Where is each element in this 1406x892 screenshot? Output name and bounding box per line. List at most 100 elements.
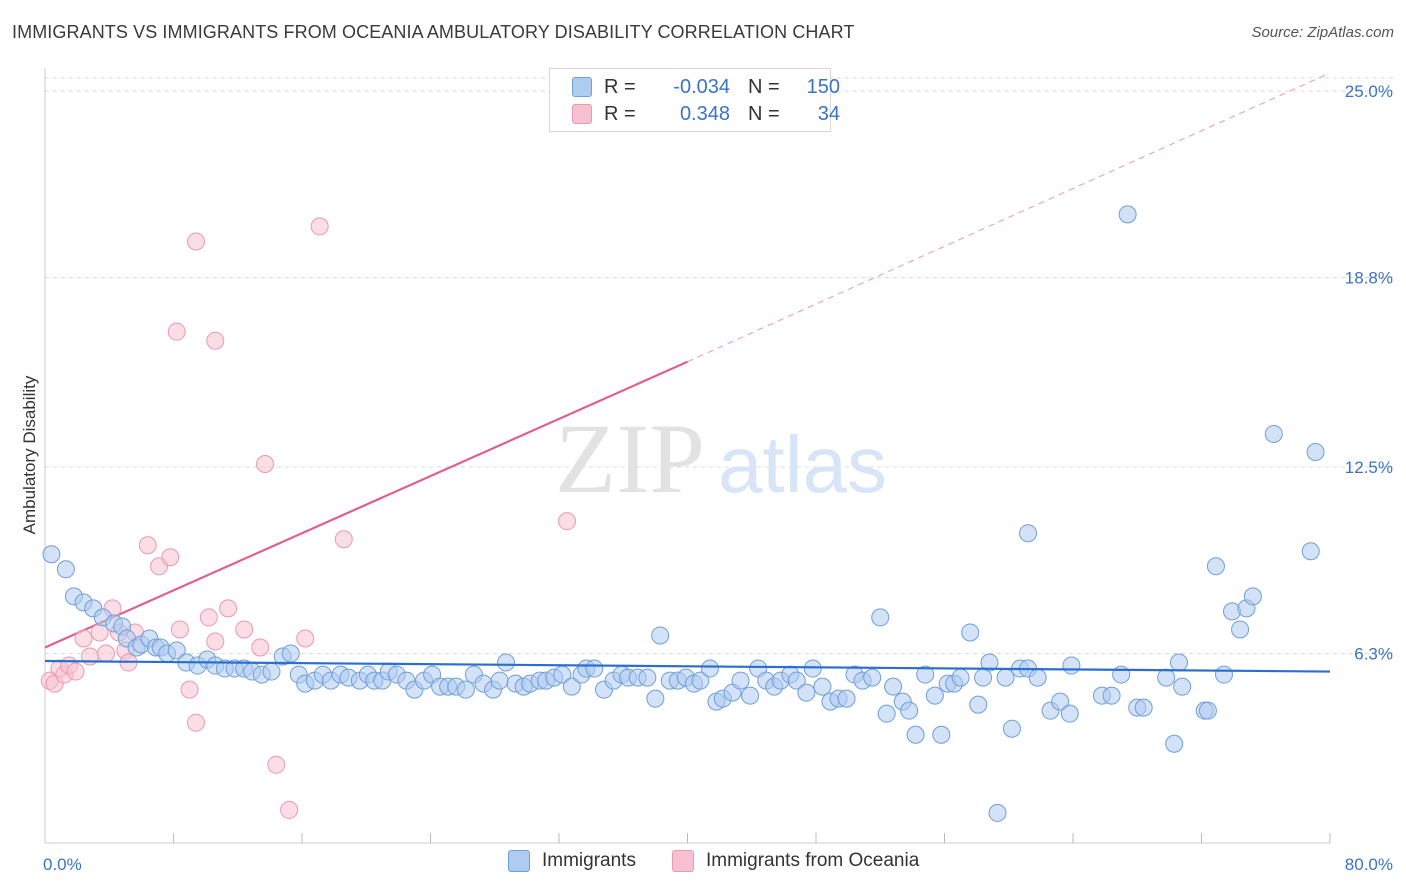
legend-n-value: 34 [817, 102, 840, 125]
point-oceania-17 [161, 548, 180, 567]
point-immigrants-77 [691, 671, 710, 690]
point-oceania-19 [180, 680, 199, 699]
point-immigrants-105 [916, 665, 935, 684]
legend-n-label: N = [748, 102, 780, 125]
chart-source: Source: ZipAtlas.com [1251, 24, 1394, 41]
trend-line-immigrants-solid [44, 659, 1331, 673]
point-immigrants-64 [585, 659, 604, 678]
point-immigrants-106 [925, 686, 944, 705]
point-oceania-27 [280, 800, 299, 819]
y-tick-label-0: 6.3% [1354, 645, 1393, 664]
point-immigrants-92 [813, 677, 832, 696]
y-tick-label-2: 18.8% [1345, 269, 1393, 288]
legend-n-label: N = [748, 75, 780, 98]
point-immigrants-71 [646, 689, 665, 708]
point-oceania-5 [66, 662, 85, 681]
point-immigrants-137 [1214, 665, 1233, 684]
point-immigrants-126 [1102, 686, 1121, 705]
legend-r-label: R = [604, 75, 636, 98]
point-oceania-25 [251, 638, 270, 657]
point-immigrants-112 [969, 695, 988, 714]
point-immigrants-89 [787, 671, 806, 690]
legend-item-oceania: Immigrants from Oceania [672, 850, 919, 872]
legend-swatch-oceania [672, 850, 694, 872]
point-immigrants-114 [980, 653, 999, 672]
point-immigrants-145 [1118, 205, 1137, 224]
y-tick-label-3: 25.0% [1345, 82, 1393, 101]
point-immigrants-48 [456, 680, 475, 699]
point-immigrants-90 [797, 683, 816, 702]
point-immigrants-82 [731, 671, 750, 690]
point-immigrants-132 [1170, 653, 1189, 672]
point-oceania-24 [235, 620, 254, 639]
y-tick-labels: 6.3% 12.5% 18.8% 25.0% [1345, 82, 1393, 663]
point-immigrants-104 [906, 725, 925, 744]
watermark-atlas: atlas [718, 420, 887, 509]
point-oceania-23 [219, 599, 238, 618]
point-immigrants-99 [871, 608, 890, 627]
point-immigrants-138 [1223, 602, 1242, 621]
point-immigrants-98 [863, 668, 882, 687]
point-immigrants-91 [803, 659, 822, 678]
point-immigrants-136 [1206, 557, 1225, 576]
point-oceania-21 [199, 608, 218, 627]
point-oceania-35 [558, 512, 577, 531]
point-immigrants-27 [281, 644, 300, 663]
point-immigrants-0 [42, 545, 61, 564]
point-immigrants-130 [1157, 668, 1176, 687]
point-immigrants-1 [56, 560, 75, 579]
point-immigrants-25 [262, 662, 281, 681]
point-immigrants-111 [961, 623, 980, 642]
watermark-zip: ZIP [555, 403, 705, 514]
legend-label-oceania: Immigrants from Oceania [706, 850, 920, 871]
legend-r-value: 0.348 [679, 102, 730, 125]
y-axis-label: Ambulatory Disability [20, 375, 39, 534]
point-oceania-6 [74, 629, 93, 648]
point-immigrants-52 [490, 671, 509, 690]
x-tick-label-min: 0.0% [43, 855, 82, 874]
point-oceania-26 [267, 755, 286, 774]
point-immigrants-78 [700, 659, 719, 678]
point-immigrants-120 [1028, 668, 1047, 687]
trend-line-oceania-dashed [687, 72, 1331, 363]
point-immigrants-115 [988, 803, 1007, 822]
legend-row-oceania: R = 0.348 N = 34 [572, 101, 840, 127]
point-oceania-30 [186, 232, 205, 251]
point-oceania-29 [310, 217, 329, 236]
point-oceania-8 [90, 623, 109, 642]
point-immigrants-127 [1112, 665, 1131, 684]
points-immigrants [42, 205, 1325, 822]
point-oceania-22 [206, 632, 225, 651]
legend-item-immigrants: Immigrants [508, 850, 636, 872]
legend-r-label: R = [604, 102, 636, 125]
point-immigrants-107 [932, 725, 951, 744]
point-immigrants-83 [741, 686, 760, 705]
point-immigrants-122 [1051, 692, 1070, 711]
point-immigrants-100 [877, 704, 896, 723]
point-oceania-28 [296, 629, 315, 648]
point-immigrants-129 [1134, 698, 1153, 717]
point-oceania-31 [167, 322, 186, 341]
point-immigrants-123 [1060, 704, 1079, 723]
point-immigrants-113 [974, 668, 993, 687]
point-immigrants-95 [837, 689, 856, 708]
point-immigrants-143 [1301, 542, 1320, 561]
point-oceania-33 [256, 455, 275, 474]
point-immigrants-101 [884, 677, 903, 696]
legend-swatch-oceania [572, 104, 592, 124]
point-oceania-32 [206, 331, 225, 350]
point-immigrants-135 [1198, 701, 1217, 720]
point-immigrants-53 [496, 653, 515, 672]
trend-line-oceania [44, 72, 1331, 649]
point-oceania-9 [97, 644, 116, 663]
point-immigrants-61 [562, 677, 581, 696]
point-immigrants-124 [1062, 656, 1081, 675]
trend-line-oceania-solid [44, 360, 688, 649]
point-immigrants-139 [1231, 620, 1250, 639]
points-oceania [40, 217, 577, 819]
chart-title: IMMIGRANTS VS IMMIGRANTS FROM OCEANIA AM… [12, 22, 855, 42]
point-immigrants-144 [1306, 442, 1325, 461]
point-oceania-18 [170, 620, 189, 639]
point-immigrants-70 [638, 668, 657, 687]
